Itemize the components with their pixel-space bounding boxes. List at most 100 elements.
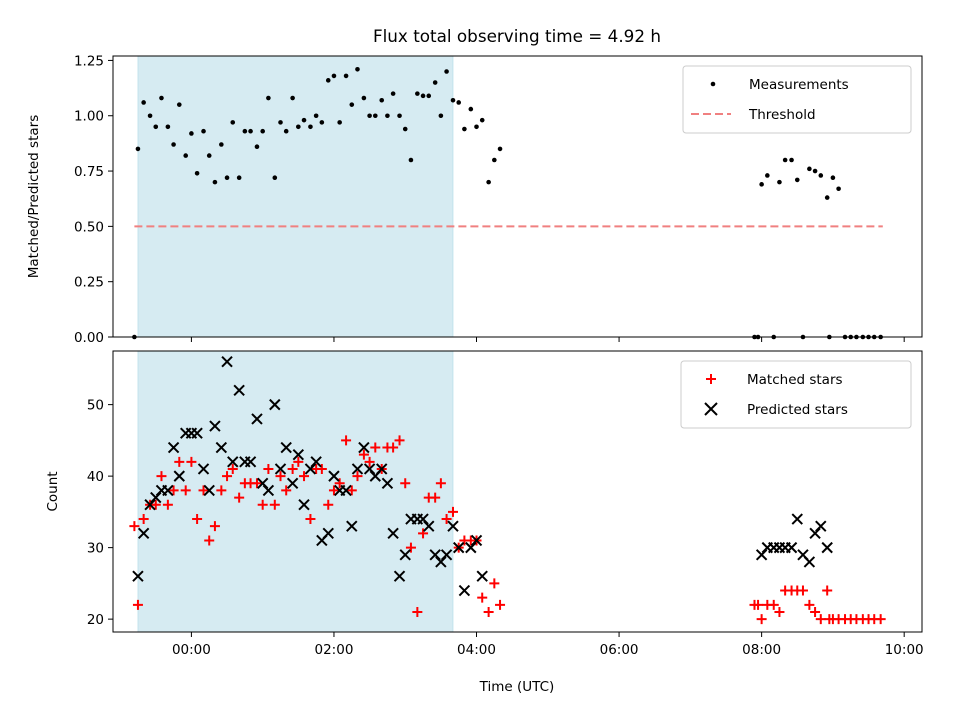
measurement-point [361, 95, 367, 101]
measurement-point [176, 102, 182, 107]
matched-stars-point [216, 485, 227, 496]
measurement-point [444, 69, 449, 74]
measurement-point [468, 106, 474, 112]
matched-stars-point [341, 435, 352, 446]
matched-stars-point [483, 606, 494, 617]
matched-stars-point [412, 606, 423, 617]
matched-stars-point [477, 592, 488, 603]
measurement-point [355, 66, 360, 72]
predicted-stars-point [209, 420, 221, 432]
measurement-point [301, 117, 307, 123]
matched-stars-point [815, 614, 826, 625]
measurement-point [283, 128, 289, 134]
predicted-stars-point [376, 463, 388, 475]
measurement-point [836, 186, 841, 192]
measurement-point [242, 128, 248, 134]
measurement-point [812, 168, 818, 174]
measurement-point [147, 113, 153, 119]
predicted-stars-point [132, 570, 144, 582]
predicted-stars-point [286, 477, 299, 489]
measurement-point [135, 146, 141, 152]
matched-stars-point [257, 499, 268, 510]
predicted-stars-point [346, 520, 358, 532]
predicted-stars-point [358, 441, 370, 454]
measurement-point [296, 124, 301, 130]
matched-stars-point [447, 506, 458, 517]
measurement-point [794, 177, 800, 183]
measurement-point [260, 128, 265, 134]
matched-stars-point [227, 463, 238, 474]
matched-stars-point [293, 456, 304, 467]
predicted-stars-point [167, 441, 180, 454]
predicted-stars-point [304, 463, 317, 475]
measurement-point [266, 95, 271, 101]
predicted-stars-point [452, 541, 465, 554]
matched-stars-point [156, 471, 167, 482]
matched-stars-point [358, 449, 369, 460]
measurement-point [385, 113, 390, 119]
matched-stars-point [132, 599, 143, 610]
matched-stars-point [198, 485, 209, 496]
y-tick-label: 0.25 [74, 275, 104, 291]
measurement-point [420, 93, 426, 99]
predicted-stars-point [251, 413, 263, 425]
matched-stars-point [400, 478, 411, 489]
predicted-stars-point [470, 534, 483, 547]
matched-stars-point [370, 442, 381, 453]
matched-stars-point [418, 528, 429, 539]
predicted-stars-point [203, 484, 215, 497]
predicted-stars-point [393, 570, 406, 582]
axes-frame [112, 350, 923, 633]
measurement-point [397, 113, 402, 119]
y-tick-label: 20 [87, 612, 104, 628]
y-tick-label: 0.75 [74, 164, 104, 180]
matched-stars-point [168, 485, 179, 496]
measurement-point [219, 142, 224, 147]
matched-stars-point [299, 471, 310, 482]
predicted-stars-point [328, 470, 340, 482]
matched-stars-point [435, 478, 446, 489]
predicted-stars-point [233, 384, 245, 397]
predicted-stars-point [262, 484, 275, 497]
matched-stars-point [495, 599, 506, 610]
predicted-stars-point [399, 549, 411, 561]
measurement-point [367, 113, 372, 119]
measurement-point [402, 126, 408, 132]
matched-stars-point [234, 492, 245, 503]
predicted-stars-point [440, 549, 453, 561]
predicted-stars-point [755, 549, 768, 561]
predicted-stars-point [803, 556, 816, 568]
measurement-point [379, 97, 385, 103]
matched-stars-point [281, 485, 292, 496]
predicted-stars-point [465, 541, 477, 554]
predicted-stars-point [137, 527, 150, 540]
matched-stars-point [186, 456, 197, 467]
predicted-stars-point [280, 441, 292, 454]
predicted-stars-point [458, 584, 471, 597]
predicted-stars-point [476, 570, 488, 582]
measurement-point [189, 131, 194, 136]
measurement-point [432, 80, 438, 85]
measurement-point [194, 170, 200, 176]
predicted-stars-point [173, 470, 185, 482]
predicted-stars-point [256, 477, 269, 489]
measurement-point [818, 173, 824, 178]
measurement-point [807, 166, 812, 172]
measurement-point [343, 73, 349, 79]
measurement-point [438, 113, 444, 119]
predicted-stars-point [381, 477, 394, 489]
measurement-point [278, 120, 283, 125]
ratio-panel: 0.00 0.25 0.50 0.75 1.00 1.25 Matched/Predicte… [26, 53, 923, 346]
matched-stars-point [768, 599, 779, 610]
predicted-stars-point [221, 356, 233, 368]
measurement-point [759, 182, 764, 187]
predicted-stars-point [310, 456, 322, 468]
measurement-point [462, 126, 467, 132]
predicted-stars-point [429, 549, 441, 561]
legend-label: Matched stars [747, 372, 843, 388]
matched-stars-point [269, 499, 280, 510]
predicted-stars-point [274, 463, 287, 475]
predicted-stars-point [340, 484, 352, 497]
measurement-point [248, 128, 253, 134]
